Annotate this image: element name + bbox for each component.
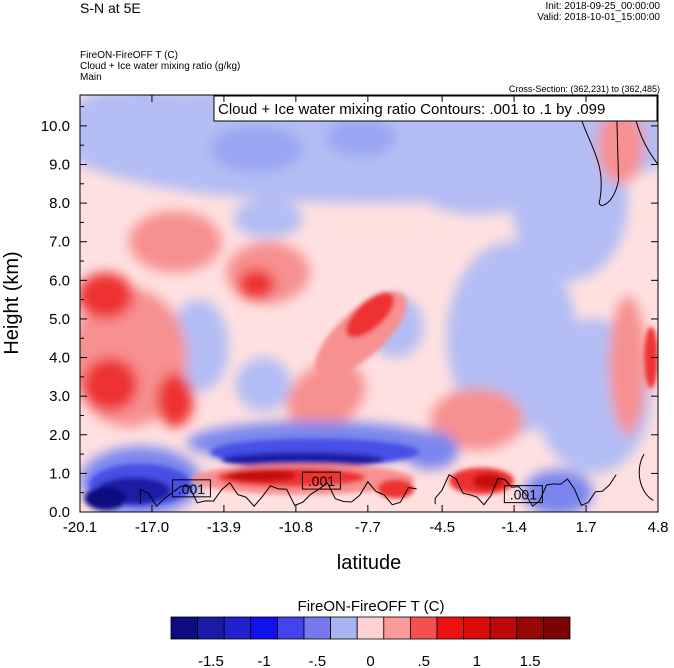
x-axis-label: latitude <box>337 552 402 574</box>
cloud-contour-low <box>139 480 417 508</box>
warm-region-right <box>609 295 647 435</box>
colorbar-swatch <box>516 616 544 640</box>
init-time: Init: 2018-09-25_00:00:00 <box>545 1 660 12</box>
warm-region-top-right <box>597 106 645 184</box>
colorbar-swatch <box>489 616 518 640</box>
contour-label-box <box>301 471 341 490</box>
colorbar-tick-label: 1 <box>473 653 481 668</box>
warm-region-mid <box>128 210 222 273</box>
colorbar-swatch <box>383 616 411 640</box>
y-tick-label: 3.0 <box>49 388 70 405</box>
contour-description: Cloud + Ice water mixing ratio Contours:… <box>218 101 605 118</box>
plot-frame <box>79 94 659 513</box>
colorbar-swatch <box>170 616 199 640</box>
valid-time: Valid: 2018-10-01_15:00:00 <box>537 12 660 23</box>
y-tick-label: 7.0 <box>49 234 70 251</box>
x-tick-label: -4.5 <box>429 519 455 536</box>
y-tick-label: 4.0 <box>49 350 70 367</box>
cloud-contour-upper <box>573 95 620 206</box>
low-cold-mid <box>402 430 459 470</box>
warm-core-upper <box>237 268 275 300</box>
cloud-contour-low-right <box>434 474 617 507</box>
x-axis: -20.1 -17.0 -13.9 -10.8 -7.7 -4.5 -1.4 1.7 4.8 <box>63 95 669 536</box>
surface-warm-mid <box>377 479 415 499</box>
x-tick-label: -7.7 <box>355 519 381 536</box>
y-tick-label: 1.0 <box>49 465 70 482</box>
colorbar-tick-label: -1 <box>257 653 270 668</box>
warm-plume-core <box>345 292 395 338</box>
upper-cold-region <box>407 137 547 215</box>
colorbar-swatch <box>463 616 491 640</box>
heatmap-field: .001.001.001 <box>80 95 658 512</box>
y-tick-label: 2.0 <box>49 427 70 444</box>
colorbar-tick-label: -.5 <box>309 653 327 668</box>
surface-warm-right <box>472 473 505 489</box>
y-tick-label: 0.0 <box>49 504 70 521</box>
x-tick-label: 1.7 <box>576 519 597 536</box>
warm-core-left <box>82 357 139 412</box>
colorbar-swatch <box>409 616 438 640</box>
colorbar-swatch <box>303 616 332 640</box>
plot-title: S-N at 5E <box>80 0 141 16</box>
x-tick-label: -20.1 <box>63 519 97 536</box>
warm-core-left <box>156 373 194 428</box>
cloud-contour-right <box>638 453 654 501</box>
variable-line-1: FireON-FireOFF T (C) <box>80 50 178 61</box>
colorbar-swatch <box>276 616 305 640</box>
mid-cold-patch <box>235 357 292 412</box>
surface-warm-core <box>226 468 296 482</box>
contour-label-box <box>171 479 211 498</box>
x-tick-label: -1.4 <box>501 519 527 536</box>
colorbar-swatch <box>197 616 225 640</box>
mid-cold-patch <box>233 199 303 238</box>
contour-label: .001 <box>178 481 205 497</box>
variable-line-2: Cloud + Ice water mixing ratio (g/kg) <box>80 61 241 72</box>
contour-legend-box: Cloud + Ice water mixing ratio Contours:… <box>213 95 658 122</box>
y-tick-label: 9.0 <box>49 157 70 174</box>
warm-region-mid <box>430 388 524 451</box>
upper-cold-region <box>209 125 303 173</box>
colorbar-title: FireON-FireOFF T (C) <box>298 598 445 615</box>
colorbar-swatch <box>330 616 358 640</box>
low-cold-right <box>523 469 593 512</box>
colorbar-tick-label: 1.5 <box>520 653 541 668</box>
colorbar-swatch <box>543 616 571 640</box>
colorbar-swatch <box>356 616 385 640</box>
upper-cold-region <box>80 95 222 165</box>
colorbar-tick-label: 0 <box>366 653 374 668</box>
x-tick-label: -10.8 <box>279 519 313 536</box>
upper-cold-region <box>326 118 396 157</box>
contour-label: .001 <box>510 487 537 503</box>
colorbar-swatch <box>250 616 278 640</box>
colorbar-tick-label: .5 <box>417 653 430 668</box>
y-tick-label: 5.0 <box>49 311 70 328</box>
y-axis-label: Height (km) <box>1 251 23 354</box>
warm-core-left <box>80 272 134 319</box>
low-cold-left-core <box>84 486 127 511</box>
colorbar-swatch <box>223 616 252 640</box>
x-tick-label: -17.0 <box>135 519 169 536</box>
colorbar-tick-label: -1.5 <box>198 653 224 668</box>
y-tick-label: 8.0 <box>49 195 70 212</box>
y-axis: 0.0 1.0 2.0 3.0 4.0 5.0 6.0 7.0 8.0 9.0 10.0 <box>41 106 658 521</box>
y-tick-label: 6.0 <box>49 272 70 289</box>
variable-line-3: Main <box>80 72 102 83</box>
colorbar-swatch <box>436 616 465 640</box>
warm-plume-lower <box>286 362 366 431</box>
low-cold-band-core <box>221 452 385 468</box>
y-tick-label: 10.0 <box>41 118 70 135</box>
cross-section-label: Cross-Section: (362,231) to (362,485) <box>508 84 660 94</box>
x-tick-label: -13.9 <box>207 519 241 536</box>
x-tick-label: 4.8 <box>648 519 669 536</box>
colorbar: -1.5 -1 -.5 0 .5 1 1.5 <box>170 616 571 668</box>
